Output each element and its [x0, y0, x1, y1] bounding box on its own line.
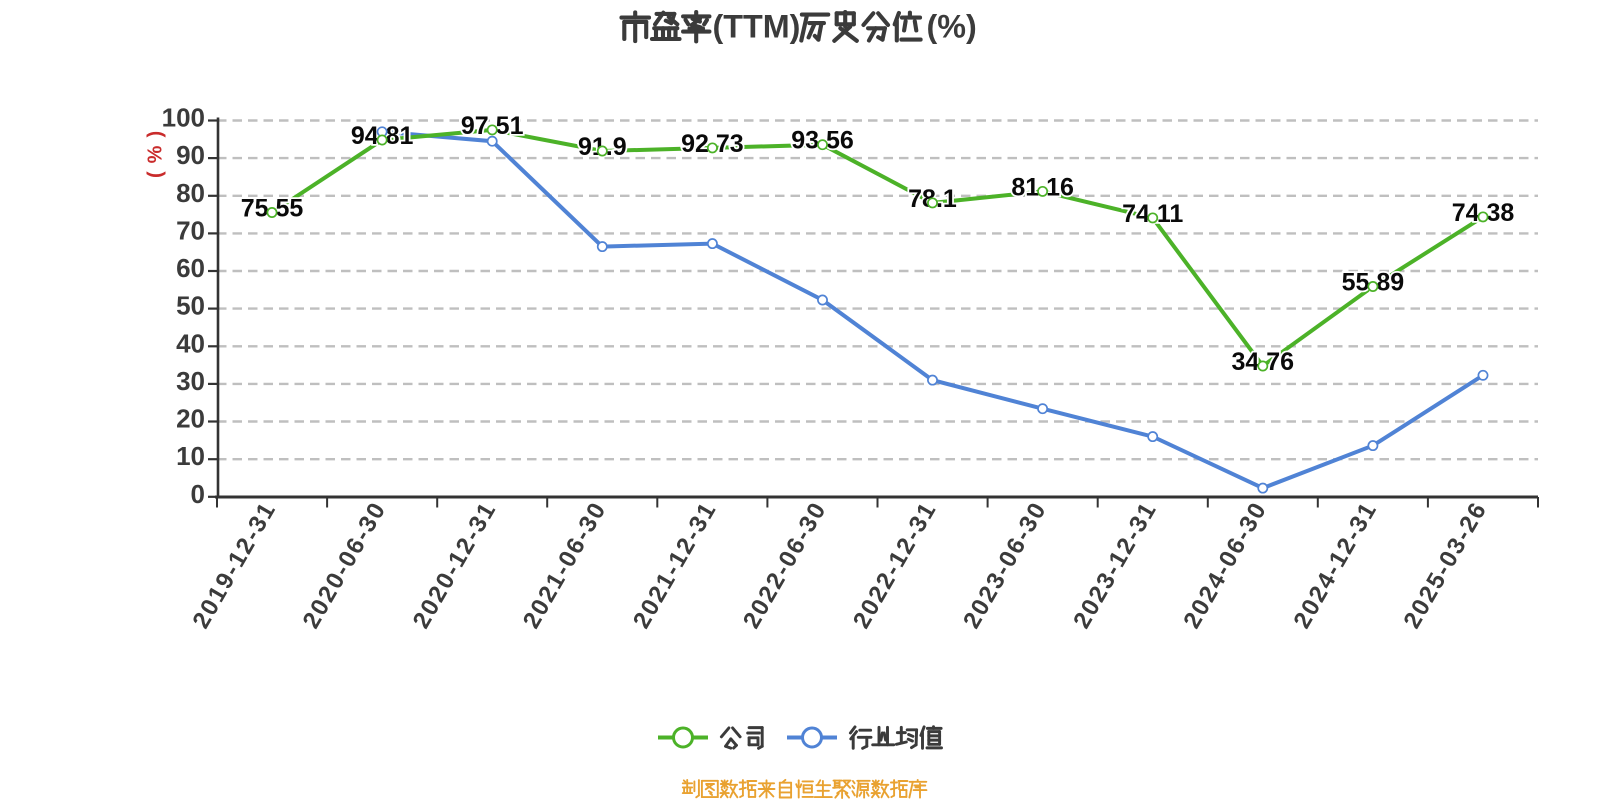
svg-text:20: 20	[176, 404, 205, 434]
svg-text:0: 0	[191, 479, 205, 509]
svg-text:10: 10	[176, 441, 205, 471]
svg-text:70: 70	[176, 215, 205, 245]
svg-text:(%): (%)	[927, 9, 977, 45]
svg-text:100: 100	[162, 103, 205, 133]
svg-text:(TTM): (TTM)	[713, 9, 801, 45]
svg-text:40: 40	[176, 328, 205, 358]
svg-text:30: 30	[176, 366, 205, 396]
svg-text:74.11: 74.11	[1122, 200, 1183, 228]
svg-text:(%): (%)	[145, 123, 167, 178]
svg-text:50: 50	[176, 291, 205, 321]
svg-text:80: 80	[176, 178, 205, 208]
svg-text:60: 60	[176, 253, 205, 283]
svg-text:90: 90	[176, 140, 205, 170]
